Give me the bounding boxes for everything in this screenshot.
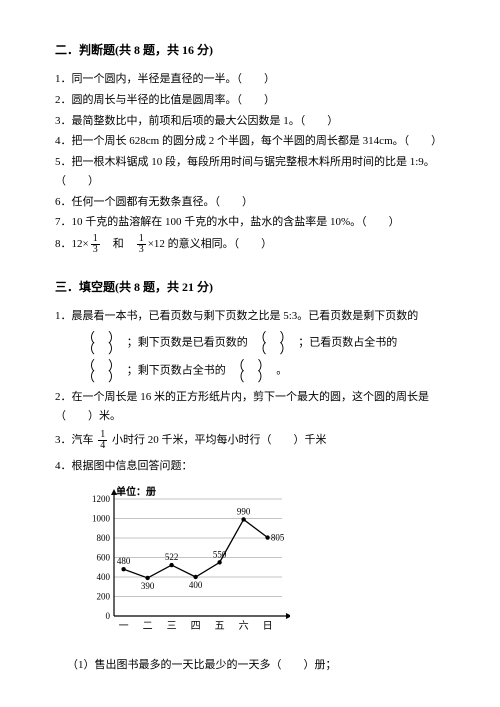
svg-text:600: 600 — [97, 553, 111, 563]
s2-q4: 4．把一个周长 628cm 的圆分成 2 个半圆，每个半圆的周长都是 314cm… — [55, 132, 445, 151]
brace-blank-3: （ ）（ ） — [82, 360, 121, 382]
s3-q4-1: （1）售出图书最多的一天比最少的一天多（ ）册； — [67, 656, 445, 675]
svg-text:550: 550 — [213, 550, 227, 560]
s2-q3: 3．最简整数比中，前项和后项的最大公因数是 1。（ ） — [55, 112, 445, 131]
section2-title: 二．判断题(共 8 题，共 16 分) — [55, 40, 445, 60]
svg-text:六: 六 — [239, 620, 249, 632]
s2-q2: 2．圆的周长与半径的比值是圆周率。（ ） — [55, 91, 445, 110]
s3-q1-e: 。 — [276, 365, 287, 377]
s3-q1-d: ；剩下页数占全书的 — [127, 365, 226, 377]
brace-blank-2: （ ）（ ） — [254, 332, 293, 354]
chart-svg: 0 200 400 600 800 1000 1200 一 二 三 四 五 六 日 480 390 522 400… — [80, 489, 290, 634]
s3-q1-c: ；已看页数占全书的 — [298, 337, 397, 349]
svg-text:400: 400 — [97, 572, 111, 582]
svg-text:一: 一 — [119, 621, 129, 632]
svg-text:0: 0 — [106, 611, 111, 621]
s2-q8-a: 8．12× — [55, 238, 89, 250]
line-chart: 单位：册 020040060080010001200一二三四五六日4803905… — [80, 489, 290, 634]
s3-q1-b: ；剩下页数是已看页数的 — [127, 337, 248, 349]
section3-title: 三．填空题(共 8 题，共 21 分) — [55, 277, 445, 297]
fraction-1-3a: 13 — [91, 234, 100, 255]
brace-blank-1: （ ）（ ） — [82, 332, 121, 354]
fraction-1-3b: 13 — [137, 234, 146, 255]
s3-q3: 3．汽车 14 小时行 20 千米，平均每小时行（ ）千米 — [55, 430, 445, 451]
s2-q8-c: ×12 的意义相同。（ ） — [148, 238, 272, 250]
svg-text:805: 805 — [271, 533, 285, 543]
svg-text:800: 800 — [97, 533, 111, 543]
svg-text:1000: 1000 — [92, 514, 111, 524]
s2-q6: 6．任何一个圆都有无数条直径。（ ） — [55, 193, 445, 212]
fraction-1-4: 14 — [98, 430, 107, 451]
svg-text:二: 二 — [143, 621, 153, 632]
s2-q8-b: 和 — [102, 238, 135, 250]
s2-q8: 8．12×13 和 13×12 的意义相同。（ ） — [55, 234, 445, 255]
brace-blank-4: （ ）（ ） — [232, 360, 271, 382]
chart-unit-label: 单位：册 — [116, 484, 156, 501]
svg-text:400: 400 — [189, 580, 203, 590]
svg-text:四: 四 — [191, 621, 201, 632]
svg-text:五: 五 — [215, 621, 225, 632]
s3-q3-b: 小时行 20 千米，平均每小时行（ ）千米 — [112, 434, 327, 446]
svg-text:200: 200 — [97, 592, 111, 602]
svg-text:480: 480 — [117, 556, 131, 566]
s2-q5: 5．把一根木料锯成 10 段，每段所用时间与锯完整根木料所用时间的比是 1:9。… — [55, 153, 445, 190]
svg-text:1200: 1200 — [92, 494, 111, 504]
svg-text:三: 三 — [167, 621, 177, 632]
s2-q7: 7．10 千克的盐溶解在 100 千克的水中，盐水的含盐率是 10%。（ ） — [55, 213, 445, 232]
s3-q1-line2: （ ）（ ） ；剩下页数是已看页数的 （ ）（ ） ；已看页数占全书的 — [79, 332, 445, 354]
svg-text:日: 日 — [263, 621, 273, 632]
svg-text:990: 990 — [237, 507, 251, 517]
s3-q1: 1．晨晨看一本书，已看页数与剩下页数之比是 5:3。已看页数是剩下页数的 — [55, 307, 445, 326]
s3-q2: 2．在一个周长是 16 米的正方形纸片内，剪下一个最大的圆，这个圆的周长是（ ）… — [55, 388, 445, 425]
svg-text:390: 390 — [141, 581, 155, 591]
s3-q1-line3: （ ）（ ） ；剩下页数占全书的 （ ）（ ） 。 — [79, 360, 445, 382]
s2-q1: 1．同一个圆内，半径是直径的一半。（ ） — [55, 70, 445, 89]
s3-q4: 4．根据图中信息回答问题： — [55, 457, 445, 476]
s3-q3-a: 3．汽车 — [55, 434, 94, 446]
svg-text:522: 522 — [165, 552, 179, 562]
